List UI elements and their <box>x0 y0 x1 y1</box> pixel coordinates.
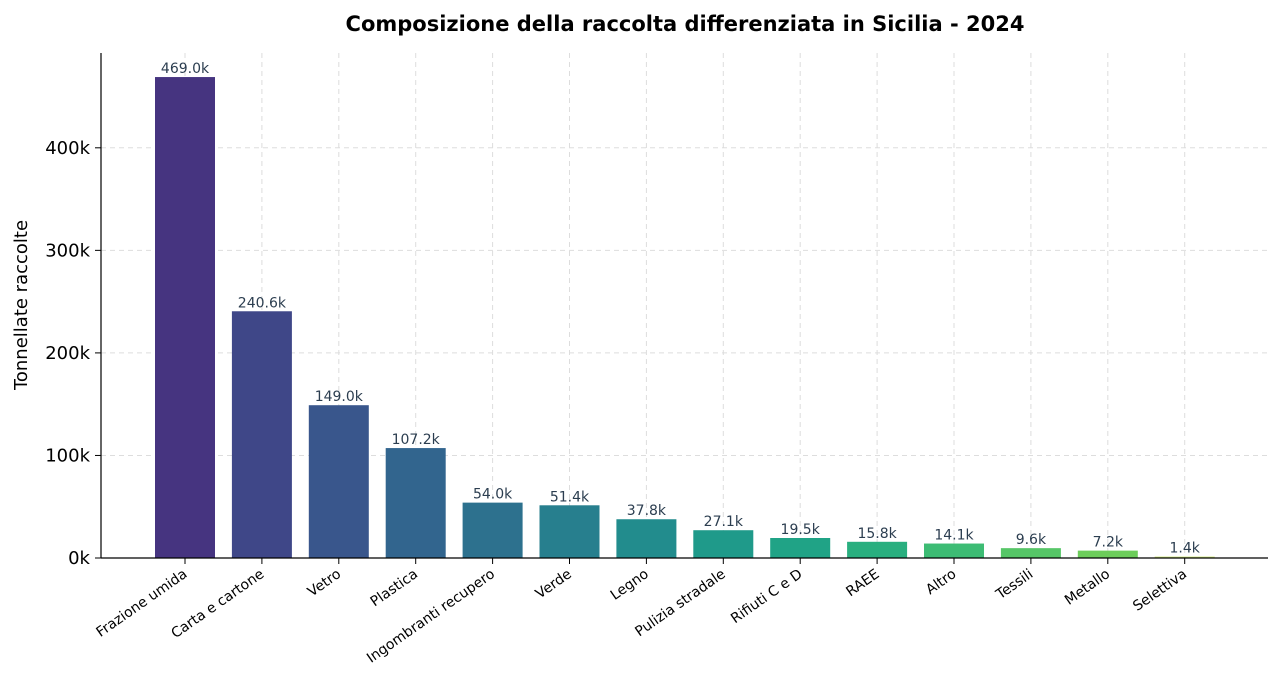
x-tick-label: Ingombranti recupero <box>364 566 498 666</box>
x-tick-label: Selettiva <box>1130 566 1190 615</box>
data-label: 149.0k <box>315 389 364 405</box>
data-label: 7.2k <box>1093 535 1124 551</box>
x-tick-label: Rifiuti C e D <box>728 566 805 627</box>
bar <box>1077 550 1138 558</box>
bar <box>539 505 600 558</box>
bar <box>462 502 523 558</box>
bar <box>924 543 984 558</box>
bar <box>847 541 908 558</box>
data-label: 54.0k <box>473 487 513 503</box>
y-tick-label: 100k <box>45 445 90 466</box>
bar <box>308 405 369 558</box>
bar <box>1154 556 1215 558</box>
y-axis-label: Tonnellate raccolte <box>11 220 32 391</box>
data-label: 14.1k <box>934 528 974 544</box>
bar <box>693 530 754 558</box>
data-label: 9.6k <box>1016 532 1047 548</box>
y-tick-label: 0k <box>68 548 90 569</box>
chart-title: Composizione della raccolta differenziat… <box>346 12 1025 36</box>
data-label: 37.8k <box>627 503 667 519</box>
bar <box>770 538 831 558</box>
bar <box>155 77 215 559</box>
bar <box>616 519 677 558</box>
data-label: 27.1k <box>704 514 744 530</box>
x-tick-label: Verde <box>533 566 575 602</box>
y-tick-label: 200k <box>45 343 90 364</box>
bar <box>231 311 292 558</box>
x-tick-label: Plastica <box>368 566 421 610</box>
data-label: 15.8k <box>857 526 897 542</box>
data-label: 51.4k <box>550 489 590 505</box>
data-label: 469.0k <box>161 61 210 77</box>
bar <box>385 448 446 558</box>
y-tick-label: 400k <box>45 138 90 159</box>
x-tick-label: Vetro <box>305 566 344 600</box>
data-label: 19.5k <box>781 522 821 538</box>
x-tick-label: Metallo <box>1062 566 1113 608</box>
data-label: 240.6k <box>238 295 287 311</box>
x-tick-label: Tessili <box>993 566 1037 603</box>
x-tick-label: Altro <box>923 566 959 598</box>
x-tick-label: Legno <box>608 566 652 603</box>
x-tick-label: RAEE <box>843 566 882 600</box>
bar <box>1000 548 1061 558</box>
y-tick-label: 300k <box>45 240 90 261</box>
data-label: 1.4k <box>1170 541 1201 557</box>
data-label: 107.2k <box>392 432 441 448</box>
